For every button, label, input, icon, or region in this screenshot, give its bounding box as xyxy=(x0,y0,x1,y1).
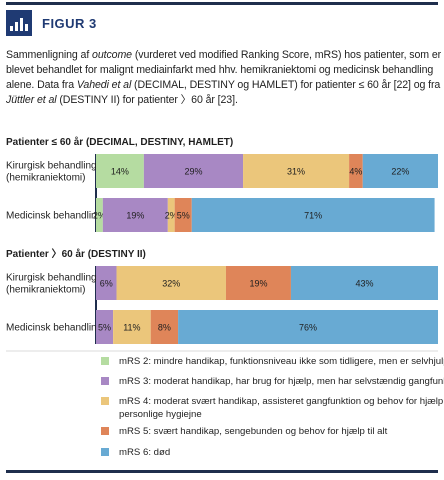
legend-label: mRS 3: moderat handikap, har brug for hj… xyxy=(119,376,444,387)
bar-segment-mrs4 xyxy=(243,154,350,188)
legend-label: mRS 5: svært handikap, sengebunden og be… xyxy=(119,426,388,437)
data-label: 19% xyxy=(126,211,144,221)
data-label: 32% xyxy=(162,279,180,289)
data-label: 71% xyxy=(304,211,322,221)
legend-label: mRS 6: død xyxy=(119,447,170,458)
row-label: Medicinsk behandling xyxy=(6,211,102,222)
legend-swatch-mrs3 xyxy=(101,377,109,385)
legend-label: mRS 2: mindre handikap, funktionsniveau … xyxy=(119,356,444,367)
data-label: 11% xyxy=(123,323,140,333)
row-label: Kirurgisk behandling xyxy=(6,161,97,172)
data-label: 22% xyxy=(391,167,409,177)
legend-swatch-mrs2 xyxy=(101,357,109,365)
data-label: 8% xyxy=(158,323,171,333)
group-title: Patienter ≤ 60 år (DECIMAL, DESTINY, HAM… xyxy=(6,136,233,148)
row-label: (hemikraniektomi) xyxy=(6,173,85,184)
data-label: 43% xyxy=(355,279,373,289)
legend-swatch-mrs6 xyxy=(101,448,109,456)
row-label: Kirurgisk behandling xyxy=(6,273,97,284)
bar-segment-mrs3 xyxy=(143,154,244,188)
data-label: 29% xyxy=(184,167,202,177)
group-title: Patienter 〉60 år (DESTINY II) xyxy=(6,247,146,260)
bar-segment-mrs5 xyxy=(225,266,291,300)
bar-segment-mrs4 xyxy=(116,266,226,300)
legend-label: personlige hygiejne xyxy=(119,409,202,420)
data-label: 5% xyxy=(177,211,190,221)
bar-segment-mrs3 xyxy=(96,310,114,344)
legend-swatch-mrs5 xyxy=(101,427,109,435)
figure-label: FIGUR 3 xyxy=(42,15,97,31)
data-label: 2% xyxy=(165,211,178,221)
bar-segment-mrs2 xyxy=(96,198,103,232)
bar-segment-mrs4 xyxy=(113,310,151,344)
row-label: (hemikraniektomi) xyxy=(6,285,85,296)
bar-segment-mrs2 xyxy=(96,154,144,188)
bar-segment-mrs6 xyxy=(362,154,438,188)
bar-segment-mrs3 xyxy=(96,266,117,300)
bar-segment-mrs5 xyxy=(150,310,179,344)
bar-segment-mrs4 xyxy=(167,198,175,232)
legend-swatch-mrs4 xyxy=(101,397,109,405)
bar-segment-mrs6 xyxy=(178,310,438,344)
bar-segment-mrs5 xyxy=(174,198,192,232)
legend-label: mRS 4: moderat svært handikap, assistere… xyxy=(119,396,444,407)
data-label: 4% xyxy=(349,167,362,177)
data-label: 5% xyxy=(98,323,111,333)
bar-chart-icon xyxy=(6,10,32,36)
figure-header: FIGUR 3 xyxy=(6,10,97,36)
bar-segment-mrs6 xyxy=(290,266,438,300)
bar-segment-mrs5 xyxy=(349,154,363,188)
bar-segment-mrs3 xyxy=(102,198,168,232)
data-label: 6% xyxy=(100,279,113,289)
data-label: 76% xyxy=(299,323,317,333)
data-label: 14% xyxy=(111,167,129,177)
row-label: Medicinsk behandling xyxy=(6,323,102,334)
bar-segment-mrs6 xyxy=(191,198,435,232)
figure-description: Sammenligning af outcome (vurderet ved m… xyxy=(6,49,442,106)
data-label: 31% xyxy=(287,167,305,177)
data-label: 2% xyxy=(93,211,106,221)
bottom-rule xyxy=(6,470,438,473)
data-label: 19% xyxy=(249,279,267,289)
top-rule xyxy=(6,2,438,5)
